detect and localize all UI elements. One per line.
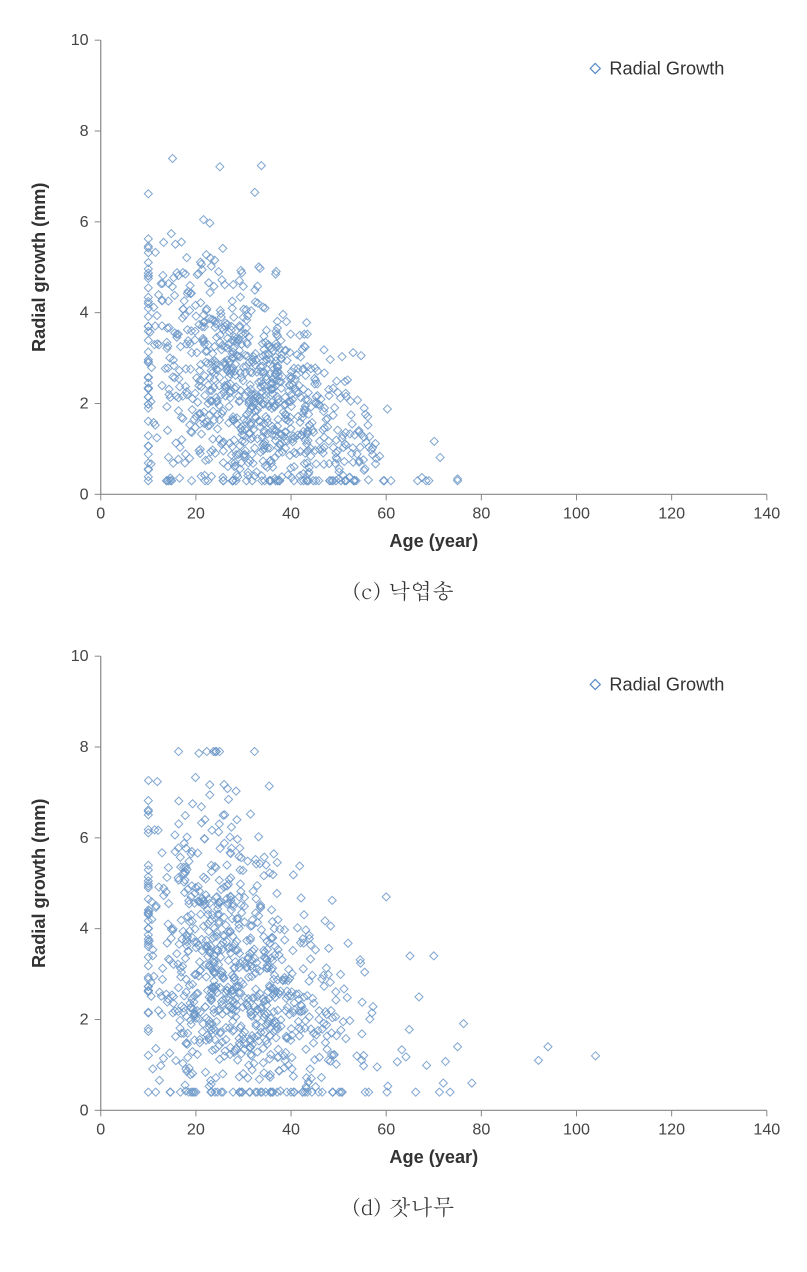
svg-text:140: 140 <box>753 505 780 523</box>
svg-text:6: 6 <box>80 213 89 231</box>
svg-text:4: 4 <box>80 304 89 322</box>
svg-text:40: 40 <box>282 1121 300 1139</box>
legend: Radial Growth <box>590 674 724 694</box>
svg-text:60: 60 <box>377 505 395 523</box>
svg-text:0: 0 <box>96 1121 105 1139</box>
chart-d: 0 20 40 60 80 100 120 140 0 2 4 6 8 10 Age (year) Radia… <box>20 636 787 1222</box>
svg-text:0: 0 <box>80 1101 89 1119</box>
svg-text:10: 10 <box>71 647 89 665</box>
svg-text:100: 100 <box>563 1121 590 1139</box>
svg-text:140: 140 <box>753 1121 780 1139</box>
svg-text:20: 20 <box>187 505 205 523</box>
chart-d-caption: (d) 잣나무 <box>20 1191 787 1222</box>
x-axis-label: Age (year) <box>389 1147 478 1167</box>
x-axis-label: Age (year) <box>389 531 478 551</box>
svg-text:8: 8 <box>80 122 89 140</box>
legend: Radial Growth <box>590 58 724 78</box>
chart-c: 0 20 40 60 80 100 120 140 0 2 4 6 8 10 Age (year) Radia… <box>20 20 787 606</box>
chart-d-svg: 0 20 40 60 80 100 120 140 0 2 4 6 8 10 Age (year) Radia… <box>20 636 787 1181</box>
svg-text:100: 100 <box>563 505 590 523</box>
chart-c-caption: (c) 낙엽송 <box>20 575 787 606</box>
svg-text:4: 4 <box>80 920 89 938</box>
svg-text:Radial Growth: Radial Growth <box>609 58 724 78</box>
svg-text:20: 20 <box>187 1121 205 1139</box>
y-axis-label: Radial growth (mm) <box>29 183 49 352</box>
svg-text:60: 60 <box>377 1121 395 1139</box>
svg-text:120: 120 <box>658 1121 685 1139</box>
chart-c-svg: 0 20 40 60 80 100 120 140 0 2 4 6 8 10 Age (year) Radia… <box>20 20 787 565</box>
svg-text:Radial Growth: Radial Growth <box>609 674 724 694</box>
svg-text:80: 80 <box>472 1121 490 1139</box>
svg-text:8: 8 <box>80 738 89 756</box>
svg-text:40: 40 <box>282 505 300 523</box>
svg-text:2: 2 <box>80 1011 89 1029</box>
svg-text:120: 120 <box>658 505 685 523</box>
svg-text:80: 80 <box>472 505 490 523</box>
svg-text:6: 6 <box>80 829 89 847</box>
svg-text:10: 10 <box>71 31 89 49</box>
svg-text:2: 2 <box>80 395 89 413</box>
y-axis-label: Radial growth (mm) <box>29 798 49 967</box>
svg-text:0: 0 <box>96 505 105 523</box>
svg-text:0: 0 <box>80 485 89 503</box>
